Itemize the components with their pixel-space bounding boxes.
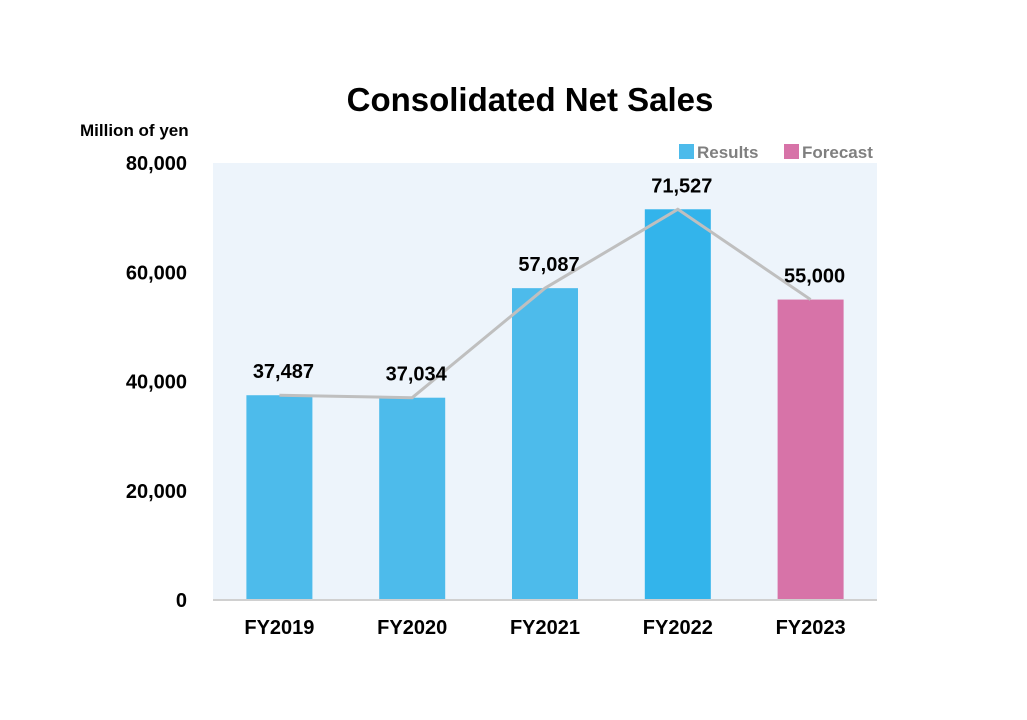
bars xyxy=(246,209,844,601)
trend-line xyxy=(279,207,812,400)
data-labels: 37,487 37,034 57,087 71,527 55,000 xyxy=(253,175,845,385)
data-label: 55,000 xyxy=(784,266,845,288)
y-axis-unit-label: Million of yen xyxy=(80,121,189,140)
legend: Results Forecast xyxy=(679,143,873,162)
x-axis-ticks: FY2019 FY2020 FY2021 FY2022 FY2023 xyxy=(244,617,845,639)
bar-fy2023 xyxy=(777,299,844,600)
x-tick-label: FY2023 xyxy=(776,617,846,639)
bar-fy2020 xyxy=(379,397,446,600)
data-label: 71,527 xyxy=(651,175,712,197)
y-tick-label: 40,000 xyxy=(126,372,187,394)
chart-title: Consolidated Net Sales xyxy=(347,81,714,118)
x-tick-label: FY2022 xyxy=(643,617,713,639)
data-label: 37,034 xyxy=(386,364,448,386)
x-tick-label: FY2020 xyxy=(377,617,447,639)
y-tick-label: 0 xyxy=(176,590,187,612)
legend-label-results: Results xyxy=(697,143,758,162)
bar-fy2022 xyxy=(644,209,711,601)
bar-fy2021 xyxy=(512,288,578,600)
y-axis-ticks: 0 20,000 40,000 60,000 80,000 xyxy=(126,153,187,612)
y-tick-label: 60,000 xyxy=(126,262,187,284)
legend-swatch-forecast xyxy=(784,144,799,159)
data-label: 37,487 xyxy=(253,361,314,383)
y-tick-label: 20,000 xyxy=(126,481,187,503)
legend-swatch-results xyxy=(679,144,694,159)
bar-fy2019 xyxy=(246,395,313,600)
data-label: 57,087 xyxy=(518,254,579,276)
x-tick-label: FY2021 xyxy=(510,617,580,639)
y-tick-label: 80,000 xyxy=(126,153,187,175)
x-tick-label: FY2019 xyxy=(244,617,314,639)
legend-label-forecast: Forecast xyxy=(802,143,873,162)
